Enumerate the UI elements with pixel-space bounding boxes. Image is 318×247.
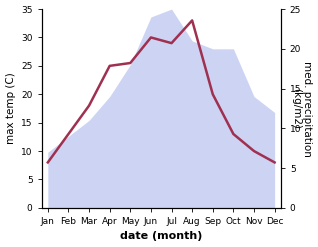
Y-axis label: med. precipitation
(kg/m2): med. precipitation (kg/m2) — [291, 61, 313, 156]
X-axis label: date (month): date (month) — [120, 231, 203, 242]
Y-axis label: max temp (C): max temp (C) — [5, 73, 16, 144]
